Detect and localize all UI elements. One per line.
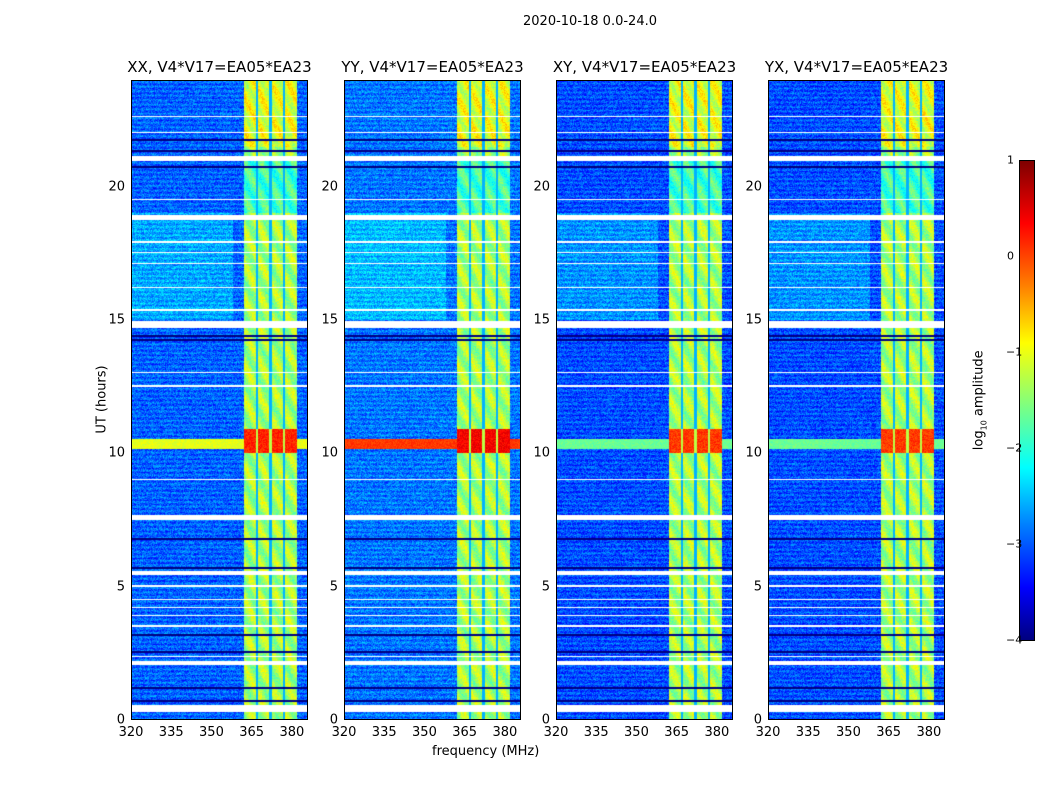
colorbar-tick-label: −4	[1006, 633, 1023, 647]
colorbar	[1019, 160, 1035, 641]
colorbar-tick-label: 1	[1007, 153, 1014, 167]
y-tick-label: 15	[108, 312, 125, 328]
y-tick-label: 15	[745, 312, 762, 328]
x-tick-label: 380	[279, 725, 305, 740]
colorbar-tick-label: −3	[1006, 537, 1023, 551]
y-tick-label: 20	[108, 179, 125, 195]
x-tick-label: 335	[371, 725, 397, 740]
y-tick-label: 0	[541, 712, 550, 728]
x-tick-label: 350	[412, 725, 437, 740]
x-tick-label: 350	[836, 725, 861, 740]
waterfall-heatmap	[556, 80, 733, 720]
x-axis-label: frequency (MHz)	[432, 744, 540, 759]
panel-title: XX, V4*V17=EA05*EA23	[127, 58, 312, 76]
y-tick-label: 10	[533, 445, 550, 461]
x-tick-label: 380	[916, 725, 942, 740]
x-tick-label: 320	[755, 725, 781, 740]
panel-xx: XX, V4*V17=EA05*EA23 320 335 350 365 380 0 5 10 1…	[108, 58, 311, 740]
y-tick-label: 5	[329, 579, 338, 595]
x-tick-label: 335	[158, 725, 184, 740]
panel-yy: YY, V4*V17=EA05*EA23 320 335 350 365 380 0 5 10 1…	[321, 58, 523, 740]
panel-title: XY, V4*V17=EA05*EA23	[552, 58, 737, 76]
x-tick-label: 365	[452, 725, 478, 740]
panel-xy: XY, V4*V17=EA05*EA23 320 335 350 365 380 0 5 10 1…	[533, 58, 736, 740]
y-tick-label: 5	[116, 579, 125, 595]
y-tick-label: 15	[533, 312, 550, 328]
x-tick-label: 365	[876, 725, 902, 740]
x-tick-label: 335	[583, 725, 609, 740]
x-tick-label: 350	[624, 725, 649, 740]
x-tick-label: 365	[664, 725, 690, 740]
waterfall-heatmap	[131, 80, 308, 720]
y-tick-label: 0	[753, 712, 762, 728]
x-tick-label: 380	[704, 725, 730, 740]
y-tick-label: 20	[321, 179, 338, 195]
x-tick-label: 350	[199, 725, 224, 740]
figure-title: 2020-10-18 0.0-24.0	[523, 14, 657, 29]
y-tick-label: 5	[541, 579, 550, 595]
y-tick-label: 0	[329, 712, 338, 728]
panel-title: YY, V4*V17=EA05*EA23	[341, 58, 524, 76]
x-tick-label: 335	[795, 725, 821, 740]
y-tick-label: 0	[116, 712, 125, 728]
x-tick-label: 380	[492, 725, 518, 740]
colorbar-label: log10 amplitude	[971, 350, 989, 451]
x-tick-label: 365	[239, 725, 265, 740]
y-axis-label: UT (hours)	[94, 365, 110, 434]
waterfall-heatmap	[768, 80, 945, 720]
panel-title: YX, V4*V17=EA05*EA23	[764, 58, 949, 76]
y-tick-label: 5	[753, 579, 762, 595]
panel-yx: YX, V4*V17=EA05*EA23 320 335 350 365 380 0 5 10 1…	[745, 58, 948, 740]
x-tick-label: 320	[543, 725, 569, 740]
x-tick-label: 320	[331, 725, 357, 740]
colorbar-tick-label: −2	[1006, 441, 1023, 455]
y-tick-label: 10	[321, 445, 338, 461]
y-tick-label: 20	[745, 179, 762, 195]
colorbar-tick-label: 0	[1007, 249, 1014, 263]
waterfall-heatmap	[344, 80, 521, 720]
y-tick-label: 10	[745, 445, 762, 461]
colorbar-tick-label: −1	[1006, 345, 1023, 359]
y-tick-label: 10	[108, 445, 125, 461]
y-tick-label: 20	[533, 179, 550, 195]
y-tick-label: 15	[321, 312, 338, 328]
x-tick-label: 320	[118, 725, 144, 740]
